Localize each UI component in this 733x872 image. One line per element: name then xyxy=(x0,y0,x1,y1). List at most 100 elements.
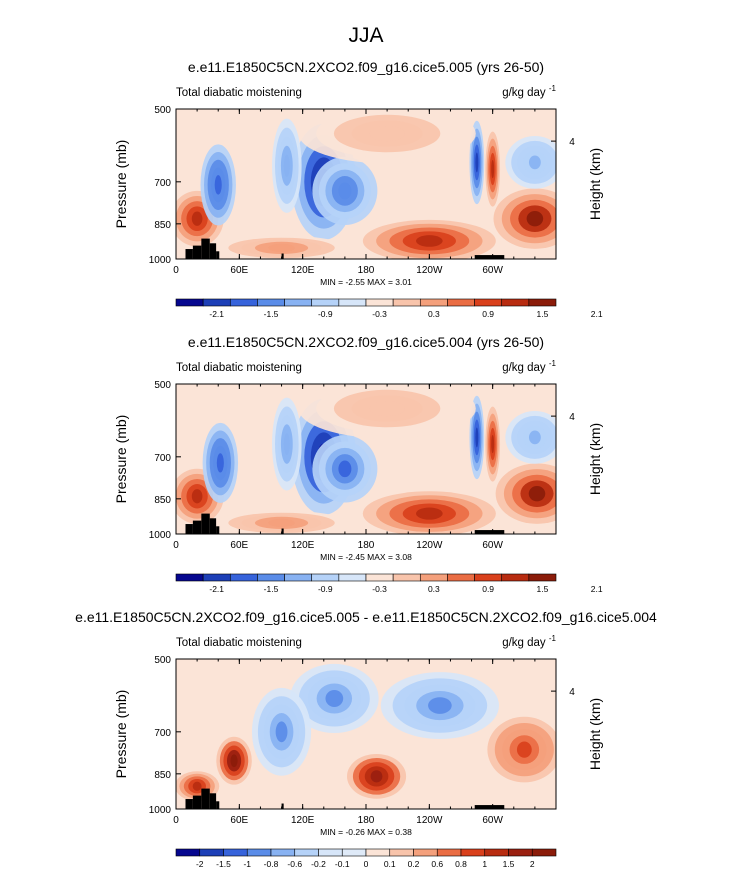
colorbar: -2 -1.5 -1 -0.8 -0.6 -0.2 -0.1 0 0.1 0.2 0.6 0.8 1 1.… xyxy=(175,848,557,869)
field-contour xyxy=(491,159,495,179)
y-tick-label: 500 xyxy=(154,105,171,116)
colorbar-swatch xyxy=(199,848,224,857)
x-tick-label: 60E xyxy=(230,265,248,276)
x-tick-label: 0 xyxy=(173,815,179,826)
colorbar-label: 1.5 xyxy=(537,584,549,594)
topography-mask xyxy=(474,255,505,259)
units-text: g/kg day xyxy=(502,362,549,374)
x-tick-label: 60W xyxy=(482,265,503,276)
chart-panel-3: e.e11.E1850C5CN.2XCO2.f09_g16.cice5.005 … xyxy=(75,609,657,869)
units-text: g/kg day xyxy=(502,87,549,99)
colorbar-label: 0.8 xyxy=(455,859,467,869)
colorbar-swatch xyxy=(365,298,394,307)
right-tick-label: 4 xyxy=(569,137,575,148)
y-tick-label: 850 xyxy=(154,495,171,506)
y-tick-label: 700 xyxy=(154,178,171,189)
y-tick-label: 1000 xyxy=(149,805,172,816)
stats-label: MIN = -2.55 MAX = 3.01 xyxy=(320,277,412,287)
field-contour xyxy=(428,697,452,714)
y-axis-title: Pressure (mb) xyxy=(113,690,129,779)
colorbar-swatch xyxy=(311,298,340,307)
colorbar-swatch xyxy=(501,298,530,307)
topography-mask xyxy=(216,251,220,259)
panels: e.e11.E1850C5CN.2XCO2.f09_g16.cice5.005 … xyxy=(75,59,657,869)
field-contour xyxy=(268,243,295,252)
y-tick-label: 500 xyxy=(154,655,171,666)
colorbar-swatch xyxy=(460,848,486,857)
panel-title: e.e11.E1850C5CN.2XCO2.f09_g16.cice5.004 … xyxy=(188,334,544,350)
field-contour xyxy=(216,453,224,473)
colorbar-label: -0.9 xyxy=(318,309,333,319)
x-tick-label: 0 xyxy=(173,540,179,551)
field-contour xyxy=(528,430,541,445)
y-tick-label: 700 xyxy=(154,728,171,739)
colorbar-label: 0.2 xyxy=(408,859,420,869)
colorbar-label: -0.9 xyxy=(318,584,333,594)
colorbar-swatch xyxy=(257,298,285,307)
topography-mask xyxy=(474,530,505,534)
field xyxy=(176,109,556,259)
topography-mask xyxy=(185,799,193,809)
colorbar-label: 0.9 xyxy=(482,309,494,319)
colorbar-swatch xyxy=(501,573,530,582)
units-text: g/kg day xyxy=(502,637,549,649)
field-contour xyxy=(475,427,479,448)
topography-mask xyxy=(192,520,202,534)
colorbar-swatch xyxy=(229,298,258,307)
topography-mask xyxy=(216,801,220,809)
x-tick-label: 180 xyxy=(358,815,375,826)
x-tick-label: 60W xyxy=(482,540,503,551)
colorbar-swatch xyxy=(270,848,296,857)
y-tick-label: 850 xyxy=(154,220,171,231)
figure-title: JJA xyxy=(348,24,383,47)
colorbar-swatch xyxy=(365,848,391,857)
y-axis-title: Pressure (mb) xyxy=(113,140,129,229)
colorbar-label: 0.3 xyxy=(428,584,440,594)
colorbar-swatch xyxy=(175,848,201,857)
colorbar-swatch xyxy=(338,573,367,582)
colorbar-swatch xyxy=(528,298,557,307)
right-axis-title: Height (km) xyxy=(587,423,603,495)
colorbar-swatch xyxy=(392,573,421,582)
units-exponent: -1 xyxy=(549,359,557,368)
colorbar: -2.1 -1.5 -0.9 -0.3 0.3 0.9 1.5 2.1 xyxy=(175,573,603,594)
topography-mask xyxy=(474,805,505,809)
topography-mask xyxy=(201,788,210,809)
colorbar-swatch xyxy=(419,298,448,307)
colorbar-label: -0.3 xyxy=(372,309,387,319)
topography-mask xyxy=(185,249,193,259)
colorbar-swatch xyxy=(229,573,258,582)
right-axis-title: Height (km) xyxy=(587,148,603,220)
colorbar-label: -0.3 xyxy=(372,584,387,594)
field-contour xyxy=(268,518,295,527)
units-label: g/kg day -1 xyxy=(502,359,556,374)
colorbar-swatch xyxy=(474,573,503,582)
colorbar-swatch xyxy=(246,848,272,857)
field-contour xyxy=(528,155,541,170)
x-tick-label: 180 xyxy=(358,540,375,551)
variable-label: Total diabatic moistening xyxy=(176,87,302,99)
x-tick-label: 120E xyxy=(291,815,315,826)
colorbar-swatch xyxy=(447,298,475,307)
colorbar-swatch xyxy=(365,573,394,582)
topography-mask xyxy=(201,238,210,259)
colorbar-swatch xyxy=(284,573,313,582)
y-tick-label: 1000 xyxy=(149,255,172,266)
colorbar-label: -0.2 xyxy=(311,859,326,869)
colorbar-label: 2.1 xyxy=(591,584,603,594)
colorbar-label: -2.1 xyxy=(209,584,224,594)
field-contour xyxy=(230,754,238,768)
colorbar-label: -0.6 xyxy=(287,859,302,869)
y-tick-label: 500 xyxy=(154,380,171,391)
topography-mask xyxy=(281,803,284,809)
colorbar-label: -2 xyxy=(196,859,204,869)
topography-mask xyxy=(201,513,210,534)
colorbar-label: 0.6 xyxy=(431,859,443,869)
colorbar-swatch xyxy=(338,298,367,307)
colorbar-swatch xyxy=(202,298,231,307)
units-label: g/kg day -1 xyxy=(502,84,556,99)
field-contour xyxy=(338,460,352,478)
y-axis-title: Pressure (mb) xyxy=(113,415,129,504)
colorbar-label: 1.5 xyxy=(503,859,515,869)
